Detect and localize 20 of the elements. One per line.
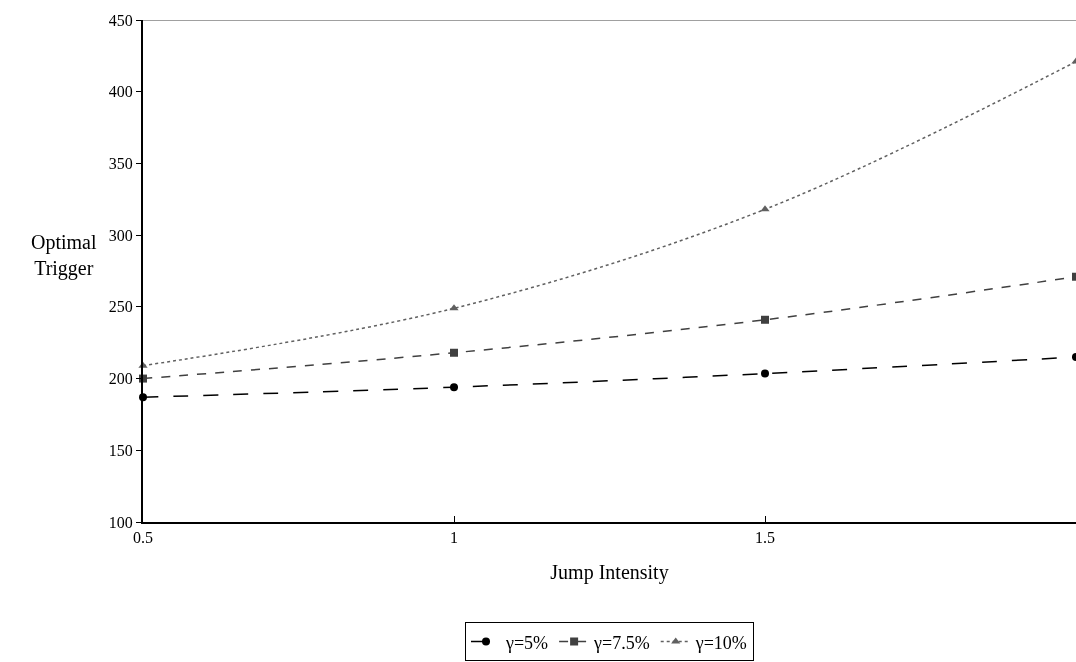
point (761, 369, 769, 378)
x-tick-label: 1 (450, 529, 458, 547)
y-axis-title: Optimal Trigger (31, 231, 97, 280)
y-tick-label: 150 (108, 441, 133, 459)
point (761, 315, 769, 324)
y-tick-label: 200 (108, 370, 133, 388)
legend-label: γ=7.5% (593, 632, 650, 653)
y-tick-label: 250 (108, 298, 133, 316)
point (450, 383, 458, 392)
x-axis-title: Jump Intensity (550, 561, 669, 585)
x-tick-label: 1.5 (755, 529, 775, 547)
legend-label: γ=5% (505, 632, 549, 653)
y-tick-label: 300 (108, 226, 133, 244)
point (450, 348, 458, 357)
legend-label: γ=10% (694, 632, 747, 653)
y-tick-label: 400 (108, 83, 133, 101)
y-tick-label: 100 (108, 513, 133, 531)
y-tick-label: 350 (108, 155, 133, 173)
y-tick-label: 450 (108, 11, 133, 29)
x-tick-label: 0.5 (133, 529, 153, 547)
